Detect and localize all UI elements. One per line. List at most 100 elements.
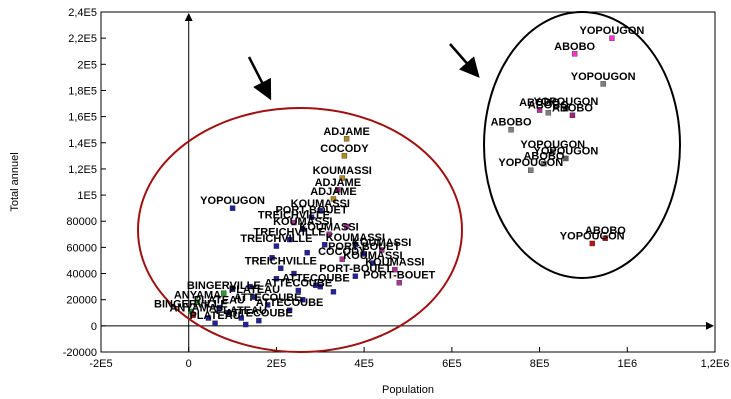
point-label: ADJAME [315,177,361,189]
data-point [541,160,547,167]
point-label: ATTECOUBE [234,292,302,304]
data-point [378,247,385,253]
data-point [278,265,284,272]
point-label: ABOBO [585,225,626,237]
data-point [326,231,332,238]
point-label: YOPOUGON [571,71,636,83]
x-tick-label: 1E6 [617,358,637,370]
data-point [343,223,350,230]
data-point [330,289,337,295]
point-label: COCODY [318,246,367,258]
pointer-arrows [247,43,480,101]
data-point [361,251,367,257]
x-axis-title: Population [382,384,434,396]
point-label: ABOBO [554,41,595,53]
point-label: BINGERVILLE [154,298,228,310]
data-point [300,226,306,232]
y-tick-label: 60000 [66,242,97,254]
right-pointer-arrow [449,43,480,78]
data-point [286,236,293,243]
point-label: TREICHVILLE [258,210,330,222]
point-label: ADJAME [323,126,369,138]
y-tick-label: 1,4E5 [68,138,97,150]
data-point [352,273,359,279]
y-tick-label: 1,8E5 [68,85,97,97]
point-label: YOPOUGON [560,230,625,242]
point-label: PORT-BOUET [328,241,400,253]
y-tick-label: 40000 [66,269,97,281]
data-point [225,310,231,316]
point-label: ABOBO [528,100,569,112]
data-point [392,266,398,273]
data-point [536,107,543,113]
x-tick-label: 0 [186,358,192,370]
point-label: ATTECOUBE [225,308,293,320]
plot-border [100,11,716,353]
point-label: ABOBO [552,102,593,114]
point-label: PLATEAU [229,284,280,296]
y-axis-title: Total annuel [9,152,21,211]
point-label: YOPOUGON [200,195,265,207]
data-point [205,315,212,321]
data-point [545,109,552,116]
point-label: KOUMASSI [343,250,402,262]
point-label: ABOBO [519,97,560,109]
y-tick-label: 1,2E5 [68,164,97,176]
data-point [563,106,569,112]
data-point [216,304,223,311]
data-point [341,153,348,159]
data-point [339,256,345,262]
point-label: PORT-BOUET [275,204,347,216]
point-label: COCODY [320,143,369,155]
data-point [571,51,578,57]
y-tick-label: 1E5 [77,190,97,202]
y-tick-label: 20000 [66,295,97,307]
data-point [321,242,328,248]
data-point [256,317,262,324]
x-tick-label: -2E5 [89,358,112,370]
data-point [190,312,196,319]
point-label: KOUMASSI [291,198,350,210]
point-label: PORT-BOUET [363,270,435,282]
x-tick-label: 2E5 [267,358,287,370]
data-point [352,242,359,248]
y-tick-label: 0 [91,321,97,333]
data-point [273,243,280,249]
data-point [243,321,249,328]
point-label: PORT-BOUET [319,263,391,275]
data-point [300,296,306,303]
data-point [229,205,236,211]
y-tick-label: 80000 [66,216,97,228]
y-tick-label: 2E5 [77,59,97,71]
data-point [291,219,297,226]
y-tick-label: 2,4E5 [68,7,97,19]
data-point [264,302,271,308]
data-point [238,315,245,321]
y-tick-label: -20000 [63,347,97,359]
point-label: YOPOUGON [533,96,598,108]
point-label: ABOBO [523,151,564,163]
data-point [247,283,253,290]
point-label: YOPOUGON [498,157,563,169]
left-pointer-arrow [247,56,272,101]
data-point [269,255,275,261]
data-point [251,294,258,300]
data-point [600,81,606,87]
data-point [212,320,218,326]
data-point [308,214,315,221]
plot-frame [100,11,716,353]
point-label: YOPOUGON [520,139,585,151]
data-point [528,167,534,173]
point-label: PLATEAU [216,305,267,317]
point-label: KOUMASSI [313,165,372,177]
point-label: ATTECOUBE [282,272,350,284]
point-label: TREICHVILLE [245,255,317,267]
data-point [304,249,310,256]
point-label: ADJAME [310,186,356,198]
point-label: KOUMASSI [273,216,332,228]
y-axis-ticks: -20000 0 20000 40000 60000 80000 1E5 1,2E5 1,4E5… [63,7,106,359]
point-label: ANYAMA [169,302,216,314]
data-points [188,35,615,328]
data-point [194,299,201,306]
point-label: KOUMASSI [365,257,424,269]
